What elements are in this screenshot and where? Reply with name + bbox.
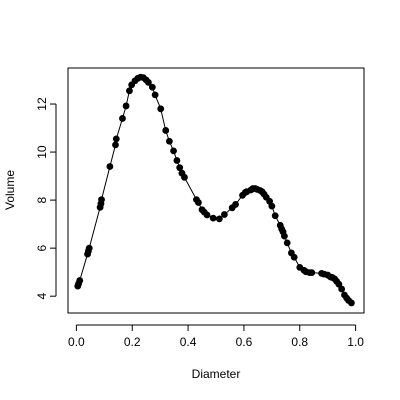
- data-point: [112, 135, 120, 143]
- data-point: [112, 141, 119, 149]
- data-point: [151, 91, 159, 99]
- data-point: [98, 196, 105, 204]
- data-series: [74, 73, 355, 307]
- data-point: [209, 214, 217, 222]
- x-tick-label: 0.6: [236, 335, 253, 349]
- y-tick-label: 4: [35, 293, 49, 300]
- data-point: [176, 164, 184, 172]
- data-point: [281, 232, 288, 240]
- data-point: [308, 269, 316, 277]
- data-point: [215, 215, 223, 223]
- y-axis-label: Volume: [3, 170, 17, 210]
- x-tick-label: 0.2: [124, 335, 141, 349]
- data-point: [145, 79, 152, 86]
- y-tick-label: 8: [35, 196, 49, 203]
- data-point: [232, 201, 239, 208]
- data-point: [290, 253, 298, 261]
- x-tick-label: 0.0: [68, 335, 85, 349]
- data-point: [122, 102, 130, 110]
- plot-frame: [67, 67, 365, 314]
- data-point: [203, 211, 211, 219]
- y-axis: 4 6 8 10 12: [35, 97, 57, 300]
- x-tick-label: 0.4: [180, 335, 197, 349]
- data-point: [119, 115, 126, 122]
- data-point: [162, 127, 170, 134]
- data-point: [106, 163, 114, 170]
- data-point: [76, 277, 84, 284]
- data-point: [268, 202, 276, 210]
- x-tick-label: 1.0: [347, 335, 364, 349]
- data-point: [165, 137, 173, 145]
- data-point: [348, 299, 355, 307]
- data-point: [283, 239, 291, 247]
- data-point: [338, 285, 346, 293]
- data-point: [195, 199, 202, 206]
- data-point: [85, 244, 93, 252]
- y-tick-label: 6: [35, 244, 49, 251]
- data-point: [220, 211, 228, 218]
- data-point: [271, 212, 279, 220]
- data-point: [170, 147, 177, 155]
- y-tick-label: 10: [35, 145, 49, 159]
- x-axis: 0.0 0.2 0.4 0.6 0.8 1.0: [68, 324, 364, 349]
- x-tick-label: 0.8: [291, 335, 308, 349]
- data-point: [148, 83, 156, 91]
- data-point: [181, 173, 188, 181]
- x-axis-label: Diameter: [192, 367, 241, 381]
- y-tick-label: 12: [35, 97, 49, 111]
- data-point: [173, 157, 181, 164]
- data-point: [157, 105, 165, 113]
- data-point: [126, 87, 133, 95]
